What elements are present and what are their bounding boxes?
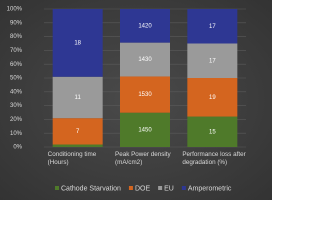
bar-segment [187, 43, 238, 78]
y-tick-label: 40% [10, 89, 23, 95]
plot: 0%10%20%30%40%50%60%70%80%90%100%0.66711… [7, 7, 246, 192]
y-tick-label: 20% [10, 117, 23, 123]
bar-segment [52, 76, 103, 119]
bar-segment [187, 78, 238, 117]
data-label: 1430 [138, 57, 152, 63]
x-tick-label: Peak Power density (mA/cm2) [115, 151, 171, 166]
data-label: 11 [75, 95, 82, 101]
x-tick-label: Conditioning time (Hours) [47, 151, 97, 166]
x-tick-label: Performance loss after degradation (%) [182, 151, 246, 166]
y-tick-label: 70% [10, 48, 23, 54]
legend-label: Cathode Starvation [61, 185, 121, 192]
bar-segment [120, 42, 170, 77]
bar-segment [187, 9, 238, 44]
y-tick-label: 10% [10, 131, 23, 137]
y-tick-label: 90% [10, 20, 23, 26]
chart: 0%10%20%30%40%50%60%70%80%90%100%0.66711… [0, 0, 272, 200]
y-tick-label: 100% [7, 7, 23, 13]
data-label: 15 [209, 129, 216, 135]
legend-swatch [158, 186, 163, 190]
data-label: 1420 [138, 23, 152, 29]
bar-segment [187, 116, 238, 147]
data-label: 17 [209, 58, 216, 64]
legend-label: DOE [135, 185, 151, 192]
bar-segment [120, 9, 170, 43]
legend-swatch [55, 186, 59, 190]
bar-segment [120, 76, 170, 113]
bar-segment [52, 144, 103, 147]
y-tick-label: 80% [10, 34, 23, 40]
data-label: 17 [209, 24, 216, 30]
data-label: 1450 [138, 127, 152, 133]
data-label: 7 [76, 129, 80, 135]
data-label: 18 [74, 40, 81, 46]
legend-label: Amperometric [188, 185, 232, 192]
y-tick-label: 60% [10, 62, 23, 68]
y-tick-label: 50% [10, 76, 23, 82]
bar-segment [120, 112, 170, 147]
y-tick-label: 0% [13, 145, 22, 151]
legend-swatch [128, 186, 133, 190]
y-tick-label: 30% [10, 103, 23, 109]
bar-segment [52, 118, 103, 145]
data-label: 1530 [138, 92, 152, 98]
legend-label: EU [164, 185, 174, 192]
data-label: 19 [209, 95, 216, 101]
bar-segment [52, 9, 103, 77]
legend-swatch [181, 186, 186, 190]
